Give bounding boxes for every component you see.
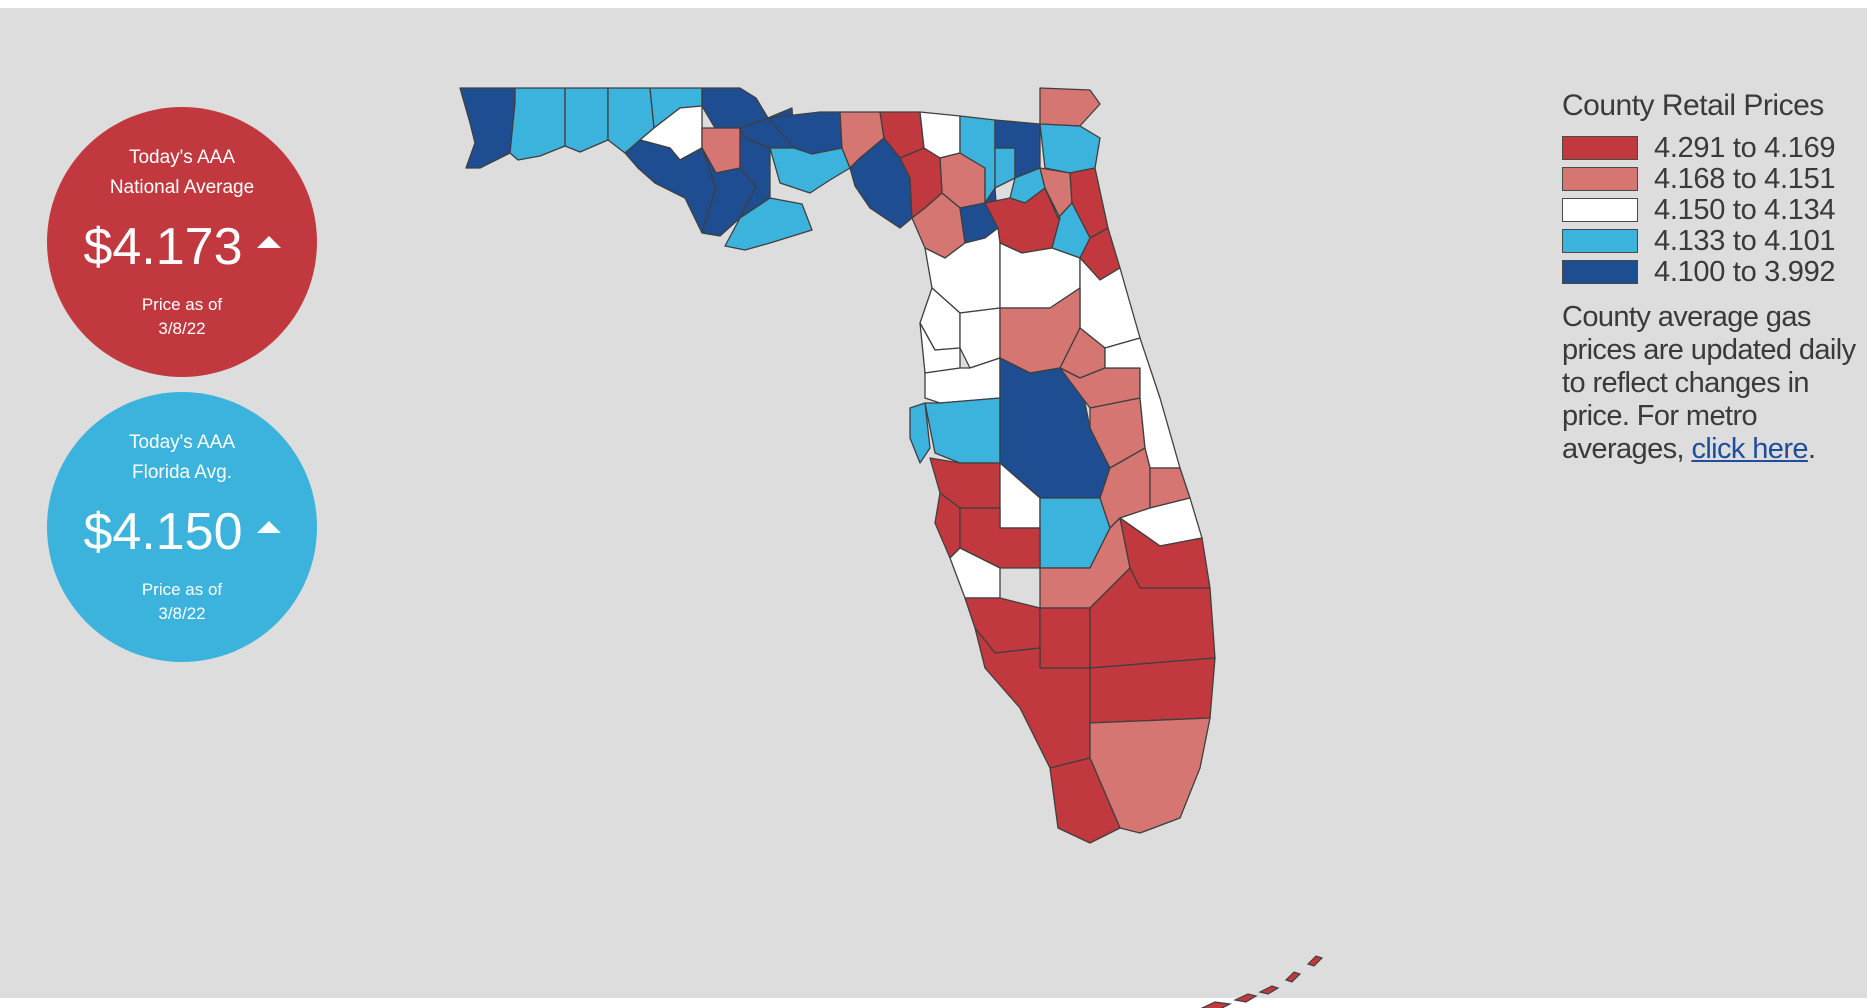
map-legend: County Retail Prices 4.291 to 4.169 4.16… (1562, 86, 1862, 466)
legend-note-end: . (1807, 433, 1816, 465)
map-panel: Today's AAA National Average $4.173 Pric… (0, 8, 1867, 1008)
legend-swatch (1562, 136, 1638, 160)
county-okaloosa[interactable]: Okaloosa (564, 87, 609, 153)
county-franklin[interactable]: Franklin (724, 197, 813, 251)
legend-swatch (1562, 198, 1638, 222)
price-up-icon (256, 521, 281, 534)
legend-range: 4.150 to 4.134 (1654, 194, 1836, 226)
county-duval[interactable]: Duval (1039, 123, 1101, 174)
legend-row: 4.133 to 4.101 (1562, 225, 1862, 257)
legend-swatch (1562, 260, 1638, 284)
florida-average-badge: Today's AAA Florida Avg. $4.150 Price as… (47, 392, 317, 662)
florida-label-line1: Today's AAA (128, 432, 236, 453)
county-santa-rosa[interactable]: Santa Rosa (509, 87, 566, 161)
florida-price: $4.150 (83, 503, 243, 561)
county-bay[interactable]: Bay (624, 139, 717, 234)
county-hernando[interactable]: Hernando (919, 322, 961, 374)
legend-row: 4.150 to 4.134 (1562, 194, 1862, 226)
legend-range: 4.291 to 4.169 (1654, 132, 1836, 164)
national-price-row: $4.173 (47, 217, 317, 277)
county-wakulla[interactable]: Wakulla (769, 147, 851, 194)
national-label-line2: National Average (109, 177, 255, 198)
legend-range: 4.168 to 4.151 (1654, 163, 1836, 195)
legend-note-text: County average gas prices are updated da… (1562, 301, 1856, 465)
legend-note: County average gas prices are updated da… (1562, 301, 1862, 466)
national-date: 3/8/22 (158, 319, 206, 338)
florida-label-line2: Florida Avg. (132, 462, 232, 483)
legend-range: 4.133 to 4.101 (1654, 225, 1836, 257)
legend-row: 4.168 to 4.151 (1562, 163, 1862, 195)
county-sumter[interactable]: Sumter (959, 307, 1001, 369)
national-asof-label: Price as of (141, 295, 223, 314)
county-charlotte[interactable]: Charlotte (949, 547, 1001, 599)
metro-averages-link[interactable]: click here (1691, 433, 1808, 465)
legend-range: 4.100 to 3.992 (1654, 256, 1836, 288)
county-hendry[interactable]: Hendry (1039, 607, 1091, 669)
national-average-badge: Today's AAA National Average $4.173 Pric… (47, 107, 317, 377)
florida-price-row: $4.150 (47, 502, 317, 562)
florida-date: 3/8/22 (158, 604, 206, 623)
florida-county-map: EscambiaSanta RosaOkaloosaWaltonHolmesWa… (459, 87, 1324, 1008)
county-broward[interactable]: Broward (1089, 657, 1216, 724)
florida-keys (1200, 955, 1324, 1008)
national-label-line1: Today's AAA (128, 147, 236, 168)
legend-swatch (1562, 167, 1638, 191)
legend-swatch (1562, 229, 1638, 253)
county-lee[interactable]: Lee (964, 597, 1041, 654)
legend-row: 4.100 to 3.992 (1562, 256, 1862, 288)
county-nassau[interactable]: Nassau (1039, 87, 1101, 127)
county-escambia[interactable]: Escambia (459, 87, 516, 169)
legend-rows: 4.291 to 4.169 4.168 to 4.151 4.150 to 4… (1562, 132, 1862, 288)
price-up-icon (256, 236, 281, 249)
county-pinellas[interactable]: Pinellas (909, 402, 931, 464)
legend-row: 4.291 to 4.169 (1562, 132, 1862, 164)
county-union[interactable]: Union (994, 147, 1016, 189)
county-hillsborough[interactable]: Hillsborough (924, 397, 1001, 464)
county-monroe[interactable]: Monroe (1049, 757, 1121, 844)
legend-title: County Retail Prices (1562, 89, 1824, 122)
national-price: $4.173 (83, 218, 243, 276)
florida-asof-label: Price as of (141, 580, 223, 599)
